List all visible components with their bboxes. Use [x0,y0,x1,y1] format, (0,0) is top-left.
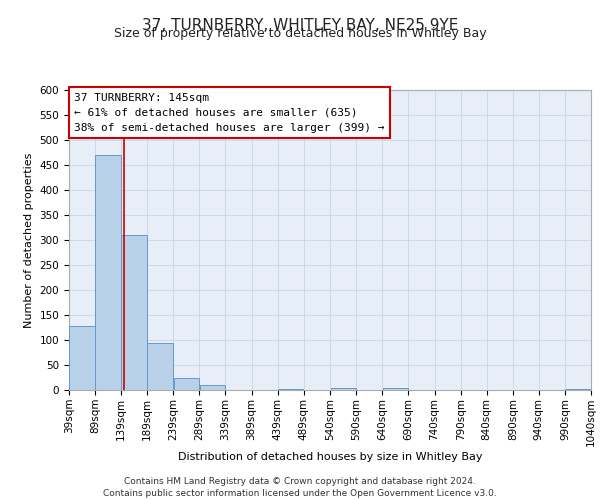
Text: 37 TURNBERRY: 145sqm
← 61% of detached houses are smaller (635)
38% of semi-deta: 37 TURNBERRY: 145sqm ← 61% of detached h… [74,93,385,132]
Bar [200,385,225,390]
Bar [278,388,304,390]
Bar [565,388,591,390]
Bar [148,342,173,390]
Y-axis label: Number of detached properties: Number of detached properties [24,152,34,328]
Bar [173,378,199,390]
Bar [69,326,95,390]
Bar [95,155,121,390]
Text: Contains HM Land Registry data © Crown copyright and database right 2024.
Contai: Contains HM Land Registry data © Crown c… [103,476,497,498]
Bar [383,388,408,390]
Text: Size of property relative to detached houses in Whitley Bay: Size of property relative to detached ho… [113,28,487,40]
X-axis label: Distribution of detached houses by size in Whitley Bay: Distribution of detached houses by size … [178,452,482,462]
Bar [121,234,147,390]
Text: 37, TURNBERRY, WHITLEY BAY, NE25 9YE: 37, TURNBERRY, WHITLEY BAY, NE25 9YE [142,18,458,32]
Bar [331,388,356,390]
